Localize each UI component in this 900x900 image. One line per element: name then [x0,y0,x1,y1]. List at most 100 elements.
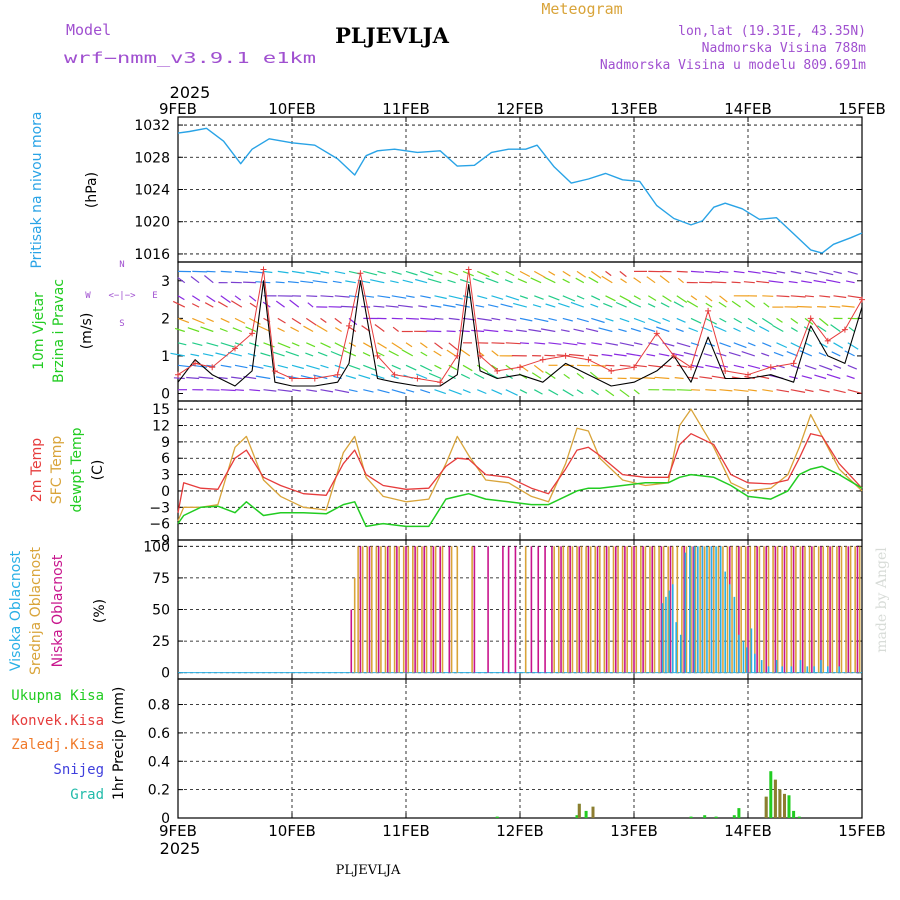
wind-barb [202,353,214,357]
wind-barb [733,327,741,333]
precip-bar [787,795,791,818]
wind-barb [234,270,248,274]
wind-barb [648,317,661,324]
wind-barb [540,328,556,333]
wind-barb [762,295,774,297]
wind-barb [460,373,471,380]
wind-barb [833,342,844,349]
wind-barb [804,270,818,275]
y-tick-label: 0 [161,811,170,827]
wind-barb [615,301,627,308]
wind-gust-marker [465,266,472,273]
wind-barb [305,352,314,357]
wind-barb [320,317,327,323]
y-tick-labels: 101610201024102810320123−9−6−30369121502… [134,118,170,827]
wind-barb [743,281,755,284]
wind-barb [434,364,442,370]
wind-barb [263,270,273,274]
wind-gust-marker [454,352,461,359]
wind-barb [591,364,607,367]
wind-barb [513,302,527,308]
wind-barb [675,328,684,333]
precip-bar [495,816,499,818]
wind-barb [190,353,200,357]
wind-barb [704,295,713,302]
wind-gust-marker [289,375,295,382]
wind-barb [177,342,187,346]
wind-barb [558,302,570,308]
dewpt-label: dewpt Temp [69,427,85,512]
precip-labels: Ukupna Kisa Konvek.Kisa Zaledj.Kisa Snij… [11,687,127,803]
wind-barb [601,275,613,284]
wind-barb [831,351,841,357]
wind-barb [790,317,799,324]
wind-barb [705,270,721,274]
wind-barb [483,329,499,333]
wind-barb [804,317,814,325]
wind-barb [761,352,770,357]
wind-barb [505,342,521,345]
wind-gust-marker [807,315,814,322]
wind-gust-marker [517,364,523,371]
wind-barb [505,317,517,321]
wind-barb [287,281,299,284]
wind-barb [420,351,428,357]
wind-barb [847,364,858,370]
wind-barb [505,389,518,396]
wind-barb [620,278,627,284]
wind-barb [605,342,619,346]
wind-barb [263,342,275,348]
y-tick-label: 0.6 [148,726,170,742]
wind-barb [487,304,499,308]
y-tick-label: 1020 [134,215,170,231]
wind-barb [460,278,470,284]
wind-barb [277,342,291,349]
wind-barb [391,389,406,395]
wind-barb [733,270,745,274]
wind-barb [363,270,378,276]
wind-barb [345,375,356,380]
sfc-temp-label: SFC Temp [49,436,65,505]
wind-barb [206,295,216,303]
cloud-mid-label: Srednja Oblacnost [28,547,44,675]
wind-barb [491,364,498,370]
wind-barb [628,301,642,308]
wind-barb [275,376,285,380]
wind-barb [448,317,460,321]
wind-barb [232,327,243,333]
wind-barb [234,295,242,301]
wind-barb [548,317,557,321]
wind-barb [605,317,614,322]
wind-ylabel-2: Brzina i Pravac [51,279,67,383]
wind-barb [313,374,328,380]
wind-barb [833,270,842,275]
wind-barb [789,375,798,380]
wind-barb [646,353,656,357]
wind-barb [391,295,407,299]
wind-barb [591,317,605,324]
wind-gust-marker [414,375,421,382]
wind-barb [206,342,219,347]
wind-barb [491,317,501,321]
wind-barb [711,281,727,284]
sfc-temp-line [177,408,863,522]
wind-barb [491,270,499,276]
wind-barb [477,270,490,278]
wind-barb [761,317,773,326]
wind-barb [548,270,556,276]
wind-barb [534,295,544,300]
wind-barb [420,389,431,394]
wind-barb [357,279,371,284]
wind-barb [676,389,692,391]
wind-barb [719,317,727,323]
wind-barb [517,278,528,284]
wind-barb [846,375,855,380]
time-tick-label: 11FEB [382,100,429,118]
time-tick-label: 15FEB [838,822,885,840]
wind-gust-marker [209,364,216,371]
y-tick-label: 6 [161,451,170,467]
wind-barb [277,270,289,274]
wind-barb [420,317,436,321]
precip-bar [689,816,693,818]
